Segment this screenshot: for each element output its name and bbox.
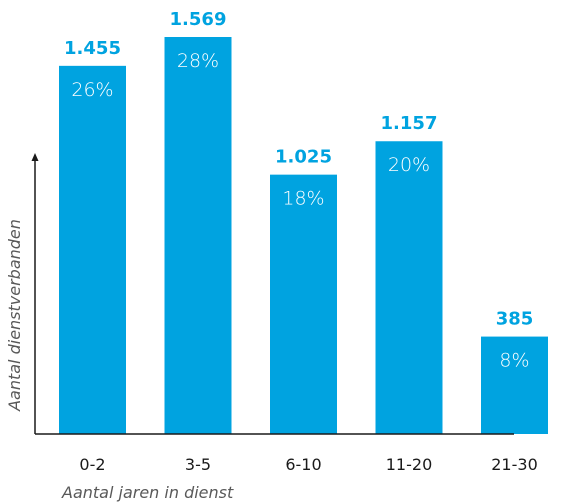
percent-label-3-5: 28% bbox=[177, 50, 219, 72]
bar-6-10 bbox=[270, 174, 337, 434]
value-label-6-10: 1.025 bbox=[275, 147, 332, 168]
value-label-21-30: 385 bbox=[496, 309, 534, 330]
labels-layer: 1.455 26% 0-2 1.569 28% 3-5 1.025 18% 6-10 1.157 2… bbox=[64, 9, 538, 474]
x-axis-title: Aantal jaren in dienst bbox=[61, 483, 234, 502]
bar-11-20 bbox=[375, 141, 443, 434]
y-axis-arrow-icon bbox=[31, 153, 39, 161]
value-label-11-20: 1.157 bbox=[381, 113, 438, 134]
percent-label-11-20: 20% bbox=[388, 154, 430, 176]
percent-label-0-2: 26% bbox=[71, 79, 113, 101]
bar-3-5 bbox=[164, 37, 232, 434]
y-axis-title: Aantal dienstverbanden bbox=[5, 219, 24, 412]
bars-layer bbox=[59, 37, 548, 434]
tick-label-11-20: 11-20 bbox=[386, 455, 433, 474]
percent-label-21-30: 8% bbox=[499, 350, 529, 372]
bar-0-2 bbox=[59, 65, 126, 434]
tick-label-21-30: 21-30 bbox=[491, 455, 538, 474]
percent-label-6-10: 18% bbox=[282, 188, 324, 210]
tick-label-3-5: 3-5 bbox=[185, 455, 211, 474]
tick-label-0-2: 0-2 bbox=[79, 455, 105, 474]
bar-21-30 bbox=[481, 336, 548, 434]
axes-layer bbox=[31, 153, 514, 435]
value-label-3-5: 1.569 bbox=[170, 9, 227, 30]
value-label-0-2: 1.455 bbox=[64, 38, 121, 59]
tick-label-6-10: 6-10 bbox=[285, 455, 321, 474]
